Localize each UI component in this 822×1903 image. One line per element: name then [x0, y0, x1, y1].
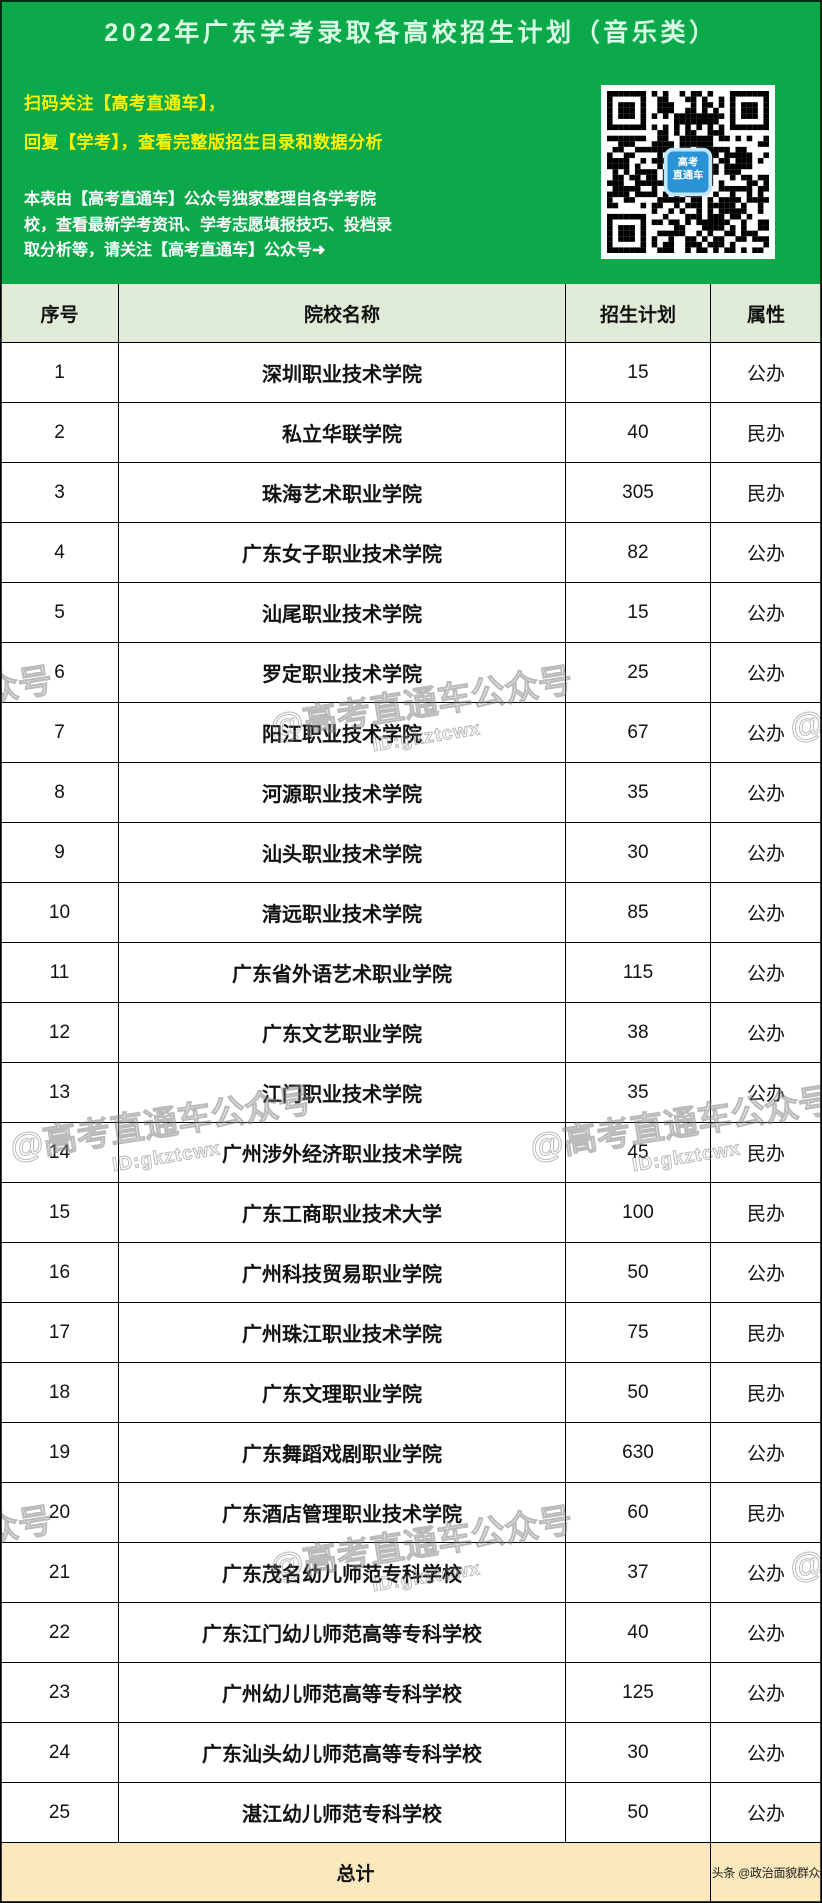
svg-text:直通车: 直通车 [673, 169, 704, 182]
svg-text:高考: 高考 [678, 155, 698, 168]
